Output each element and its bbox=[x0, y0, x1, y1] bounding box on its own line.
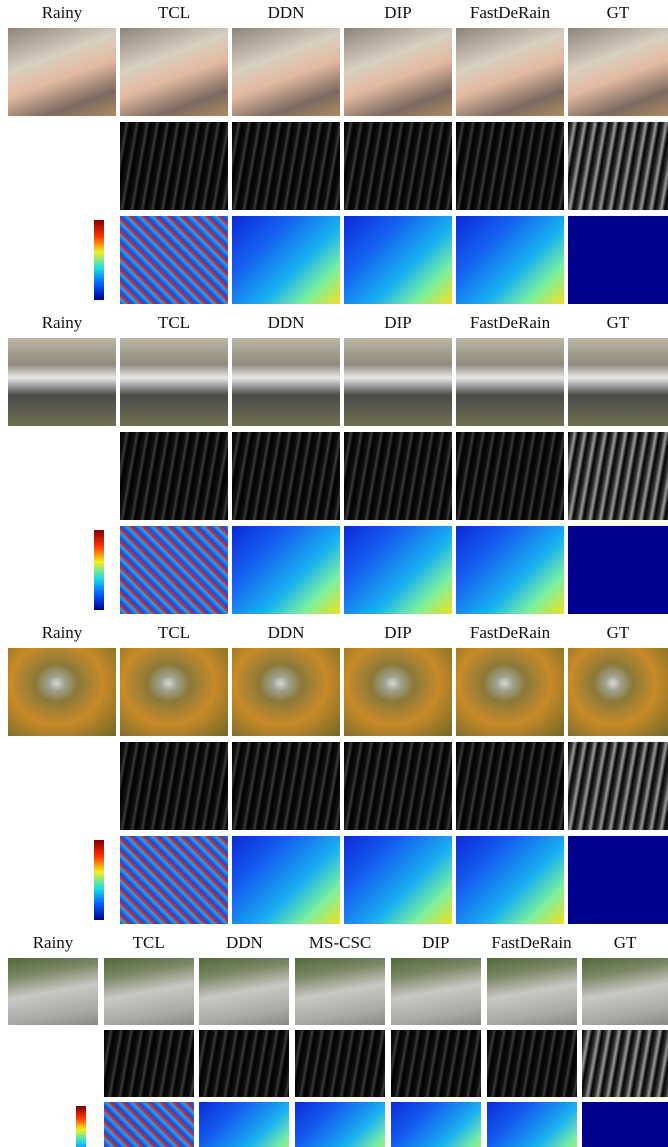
photo bbox=[344, 648, 452, 736]
error-map bbox=[456, 216, 564, 304]
photo bbox=[232, 338, 340, 426]
photo bbox=[104, 958, 194, 1025]
error-map bbox=[568, 216, 668, 304]
photo bbox=[232, 648, 340, 736]
column-header: Rainy bbox=[8, 310, 116, 336]
rain-map bbox=[568, 432, 668, 520]
rain-map bbox=[456, 742, 564, 830]
rain-map bbox=[120, 742, 228, 830]
error-map bbox=[391, 1102, 481, 1147]
column-header: GT bbox=[568, 0, 668, 26]
rain-map bbox=[344, 122, 452, 210]
error-map bbox=[104, 1102, 194, 1147]
column-header: FastDeRain bbox=[487, 930, 577, 956]
error-map bbox=[120, 526, 228, 614]
error-map bbox=[344, 216, 452, 304]
error-map bbox=[232, 526, 340, 614]
photo bbox=[295, 958, 385, 1025]
error-map bbox=[568, 526, 668, 614]
rain-map bbox=[120, 122, 228, 210]
photo bbox=[8, 958, 98, 1025]
photo bbox=[8, 648, 116, 736]
column-header: DIP bbox=[344, 310, 452, 336]
rain-map bbox=[295, 1030, 385, 1097]
rain-map bbox=[456, 432, 564, 520]
figure: RainyTCLDDNDIPFastDeRainGTRainyTCLDDNDIP… bbox=[0, 0, 668, 1147]
error-map bbox=[344, 526, 452, 614]
column-header: TCL bbox=[120, 620, 228, 646]
photo bbox=[120, 28, 228, 116]
rain-map bbox=[232, 742, 340, 830]
rain-map bbox=[344, 742, 452, 830]
rain-map bbox=[232, 432, 340, 520]
column-header: TCL bbox=[120, 0, 228, 26]
rain-map bbox=[582, 1030, 668, 1097]
photo bbox=[120, 338, 228, 426]
photo bbox=[391, 958, 481, 1025]
column-header: DDN bbox=[199, 930, 289, 956]
column-header: GT bbox=[568, 620, 668, 646]
photo bbox=[487, 958, 577, 1025]
rain-map bbox=[487, 1030, 577, 1097]
photo bbox=[582, 958, 668, 1025]
column-header: TCL bbox=[104, 930, 194, 956]
photo bbox=[8, 28, 116, 116]
rain-map bbox=[391, 1030, 481, 1097]
column-header: TCL bbox=[120, 310, 228, 336]
photo bbox=[456, 648, 564, 736]
photo bbox=[344, 28, 452, 116]
rain-map bbox=[456, 122, 564, 210]
error-map bbox=[120, 836, 228, 924]
column-header: MS-CSC bbox=[295, 930, 385, 956]
rain-map bbox=[568, 742, 668, 830]
photo bbox=[199, 958, 289, 1025]
error-map bbox=[487, 1102, 577, 1147]
photo bbox=[8, 338, 116, 426]
column-header: Rainy bbox=[8, 930, 98, 956]
error-map bbox=[120, 216, 228, 304]
error-map bbox=[568, 836, 668, 924]
column-header: GT bbox=[582, 930, 668, 956]
column-header: DIP bbox=[391, 930, 481, 956]
colorbar bbox=[94, 840, 104, 920]
photo bbox=[232, 28, 340, 116]
colorbar bbox=[76, 1106, 86, 1147]
photo bbox=[568, 28, 668, 116]
photo bbox=[456, 28, 564, 116]
error-map bbox=[344, 836, 452, 924]
photo bbox=[344, 338, 452, 426]
error-map bbox=[232, 216, 340, 304]
column-header: DDN bbox=[232, 0, 340, 26]
colorbar bbox=[94, 530, 104, 610]
photo bbox=[120, 648, 228, 736]
rain-map bbox=[199, 1030, 289, 1097]
column-header: DDN bbox=[232, 620, 340, 646]
photo bbox=[568, 338, 668, 426]
error-map bbox=[456, 526, 564, 614]
photo bbox=[456, 338, 564, 426]
error-map bbox=[232, 836, 340, 924]
column-header: FastDeRain bbox=[456, 310, 564, 336]
column-header: FastDeRain bbox=[456, 620, 564, 646]
rain-map bbox=[344, 432, 452, 520]
colorbar bbox=[94, 220, 104, 300]
error-map bbox=[582, 1102, 668, 1147]
column-header: DDN bbox=[232, 310, 340, 336]
photo bbox=[568, 648, 668, 736]
rain-map bbox=[120, 432, 228, 520]
column-header: GT bbox=[568, 310, 668, 336]
column-header: DIP bbox=[344, 620, 452, 646]
error-map bbox=[295, 1102, 385, 1147]
error-map bbox=[456, 836, 564, 924]
column-header: DIP bbox=[344, 0, 452, 26]
column-header: FastDeRain bbox=[456, 0, 564, 26]
column-header: Rainy bbox=[8, 620, 116, 646]
rain-map bbox=[104, 1030, 194, 1097]
error-map bbox=[199, 1102, 289, 1147]
rain-map bbox=[232, 122, 340, 210]
rain-map bbox=[568, 122, 668, 210]
column-header: Rainy bbox=[8, 0, 116, 26]
